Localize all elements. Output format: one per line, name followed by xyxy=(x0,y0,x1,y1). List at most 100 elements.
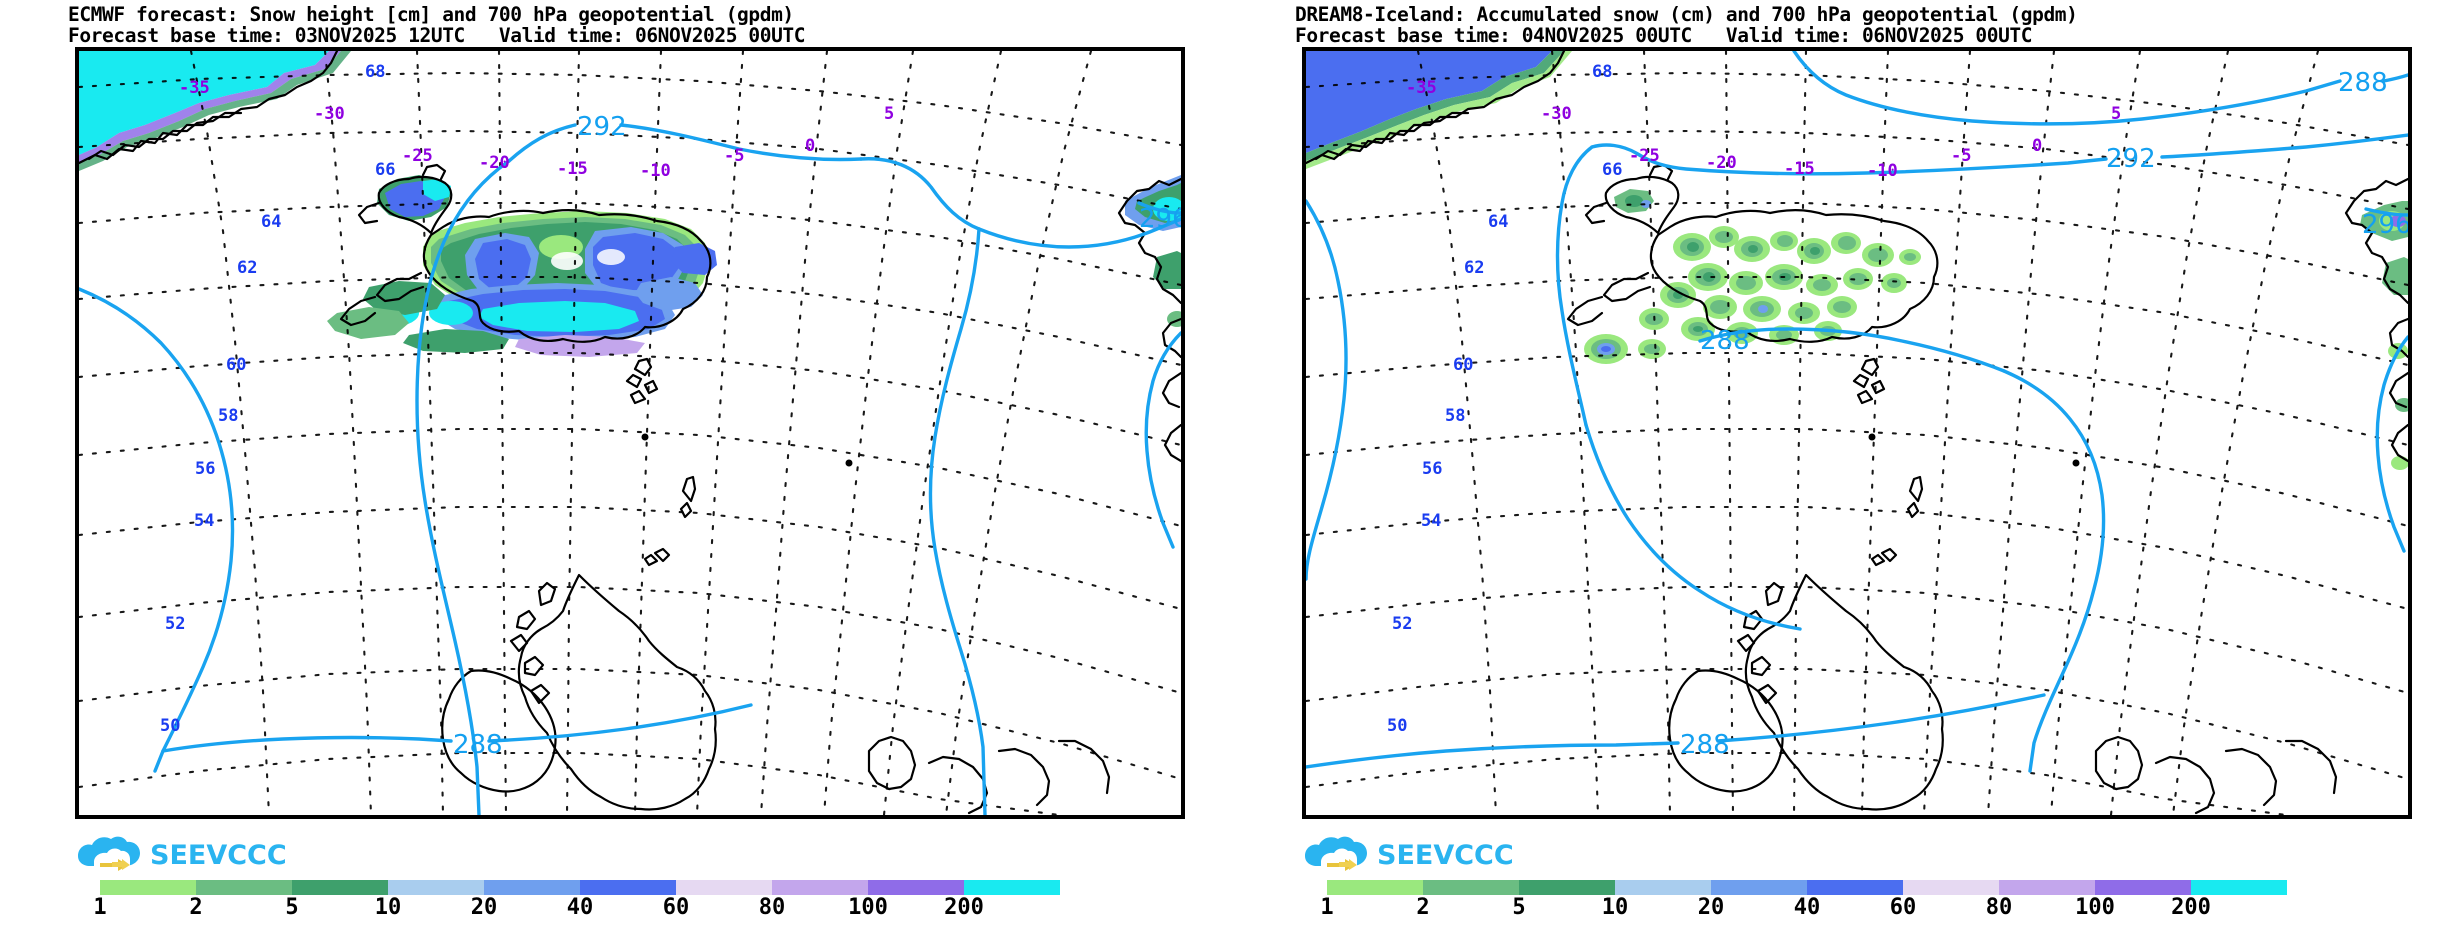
colorbar-right: 1 2 5 10 20 40 60 80 100 200 xyxy=(1320,880,2387,922)
svg-text:288: 288 xyxy=(1680,730,1730,760)
map-canvas-dream8: -35 -30 -25 -20 -15 -10 -5 0 5 68 66 64 xyxy=(1306,51,2408,815)
label-layer: -35 -30 -25 -20 -15 -10 -5 0 5 68 66 xyxy=(160,62,1181,760)
arrow-icon xyxy=(1327,859,1357,871)
svg-text:-35: -35 xyxy=(179,78,210,98)
geopotential-contour-layer xyxy=(1306,51,2408,773)
colorbar-segment xyxy=(1423,880,1519,895)
svg-text:64: 64 xyxy=(261,212,281,232)
seevccc-logo-left: SEEVCCC xyxy=(70,832,320,876)
svg-text:288: 288 xyxy=(1700,326,1750,356)
svg-text:0: 0 xyxy=(805,136,815,156)
svg-text:-5: -5 xyxy=(1951,146,1971,166)
colorbar-segment xyxy=(1903,880,1999,895)
colorbar-tick: 200 xyxy=(944,895,984,920)
svg-text:296: 296 xyxy=(1139,204,1181,234)
colorbar-segment xyxy=(1711,880,1807,895)
svg-text:60: 60 xyxy=(1453,355,1473,375)
svg-text:50: 50 xyxy=(160,716,180,736)
svg-text:-5: -5 xyxy=(724,146,744,166)
svg-text:68: 68 xyxy=(1592,62,1612,82)
colorbar-tick: 2 xyxy=(1416,895,1430,920)
svg-text:58: 58 xyxy=(1445,406,1465,426)
logo-text: SEEVCCC xyxy=(150,840,287,871)
graticule-layer xyxy=(79,51,1181,815)
svg-text:-20: -20 xyxy=(1706,153,1737,173)
colorbar-tick: 100 xyxy=(848,895,888,920)
svg-text:-15: -15 xyxy=(557,159,588,179)
svg-text:56: 56 xyxy=(195,459,215,479)
panel-title-ecmwf: ECMWF forecast: Snow height [cm] and 700… xyxy=(68,4,1188,46)
logo-text: SEEVCCC xyxy=(1377,840,1514,871)
forecast-panel-dream8: DREAM8-Iceland: Accumulated snow (cm) an… xyxy=(1227,0,2454,925)
colorbar-tick: 10 xyxy=(374,895,402,920)
svg-text:5: 5 xyxy=(2111,104,2121,124)
coastline-layer xyxy=(1306,51,2408,815)
colorbar-tick: 2 xyxy=(189,895,203,920)
svg-text:5: 5 xyxy=(884,104,894,124)
svg-text:-25: -25 xyxy=(402,146,433,166)
arrow-icon xyxy=(100,859,130,871)
svg-text:-20: -20 xyxy=(479,153,510,173)
svg-text:50: 50 xyxy=(1387,716,1407,736)
colorbar-tick: 80 xyxy=(758,895,786,920)
colorbar-segment xyxy=(1519,880,1615,895)
panel-title-line2: Forecast base time: 03NOV2025 12UTC Vali… xyxy=(68,24,806,47)
panel-title-line1: DREAM8-Iceland: Accumulated snow (cm) an… xyxy=(1295,3,2078,26)
colorbar-tick: 60 xyxy=(662,895,690,920)
colorbar-segment xyxy=(100,880,196,895)
colorbar-left: 1 2 5 10 20 40 60 80 100 200 xyxy=(93,880,1160,922)
cloud-icon xyxy=(1305,836,1367,866)
colorbar-tick: 5 xyxy=(285,895,299,920)
colorbar-segment xyxy=(676,880,772,895)
colorbar-tick: 1 xyxy=(1320,895,1334,920)
logo-graphic: SEEVCCC xyxy=(78,836,287,871)
colorbar-segment xyxy=(484,880,580,895)
map-graphic-ecmwf: -35 -30 -25 -20 -15 -10 -5 0 5 68 66 xyxy=(79,51,1181,815)
colorbar-segment xyxy=(1327,880,1423,895)
coastline-layer xyxy=(79,51,1181,815)
seevccc-logo-right: SEEVCCC xyxy=(1297,832,1547,876)
svg-text:-30: -30 xyxy=(1541,104,1572,124)
svg-text:62: 62 xyxy=(1464,258,1484,278)
colorbar-segment xyxy=(2191,880,2287,895)
logo-graphic: SEEVCCC xyxy=(1305,836,1514,871)
svg-text:54: 54 xyxy=(194,511,214,531)
label-layer: -35 -30 -25 -20 -15 -10 -5 0 5 68 66 64 xyxy=(1387,62,2408,760)
colorbar-segment xyxy=(772,880,868,895)
svg-text:-15: -15 xyxy=(1784,159,1815,179)
svg-text:66: 66 xyxy=(1602,160,1622,180)
svg-text:296: 296 xyxy=(2362,210,2408,240)
colorbar-tick: 100 xyxy=(2075,895,2115,920)
colorbar-segment xyxy=(1807,880,1903,895)
colorbar-gradient xyxy=(100,880,1060,895)
geopotential-contour-layer xyxy=(79,123,1181,815)
colorbar-tick: 1 xyxy=(93,895,107,920)
panel-title-dream8: DREAM8-Iceland: Accumulated snow (cm) an… xyxy=(1295,4,2415,46)
colorbar-gradient xyxy=(1327,880,2287,895)
colorbar-tick: 5 xyxy=(1512,895,1526,920)
map-frame-dream8: -35 -30 -25 -20 -15 -10 -5 0 5 68 66 64 xyxy=(1302,47,2412,819)
svg-text:56: 56 xyxy=(1422,459,1442,479)
forecast-panel-ecmwf: ECMWF forecast: Snow height [cm] and 700… xyxy=(68,4,1188,922)
svg-text:-35: -35 xyxy=(1406,78,1437,98)
colorbar-tick: 20 xyxy=(1697,895,1725,920)
panel-title-line1: ECMWF forecast: Snow height [cm] and 700… xyxy=(68,3,794,26)
svg-text:288: 288 xyxy=(2338,68,2388,98)
snow-fill-layer xyxy=(79,51,1181,357)
panel-title-line2: Forecast base time: 04NOV2025 00UTC Vali… xyxy=(1295,24,2033,47)
svg-text:292: 292 xyxy=(2106,144,2156,174)
map-graphic-dream8: -35 -30 -25 -20 -15 -10 -5 0 5 68 66 64 xyxy=(1306,51,2408,815)
colorbar-tick-labels: 1 2 5 10 20 40 60 80 100 200 xyxy=(93,895,1060,922)
colorbar-tick: 80 xyxy=(1985,895,2013,920)
graticule-layer xyxy=(1306,51,2408,815)
colorbar-segment xyxy=(580,880,676,895)
colorbar-tick: 200 xyxy=(2171,895,2211,920)
svg-text:288: 288 xyxy=(453,730,503,760)
svg-text:54: 54 xyxy=(1421,511,1441,531)
svg-text:64: 64 xyxy=(1488,212,1508,232)
svg-text:0: 0 xyxy=(2032,136,2042,156)
svg-text:58: 58 xyxy=(218,406,238,426)
colorbar-segment xyxy=(1999,880,2095,895)
colorbar-tick: 20 xyxy=(470,895,498,920)
svg-text:66: 66 xyxy=(375,160,395,180)
